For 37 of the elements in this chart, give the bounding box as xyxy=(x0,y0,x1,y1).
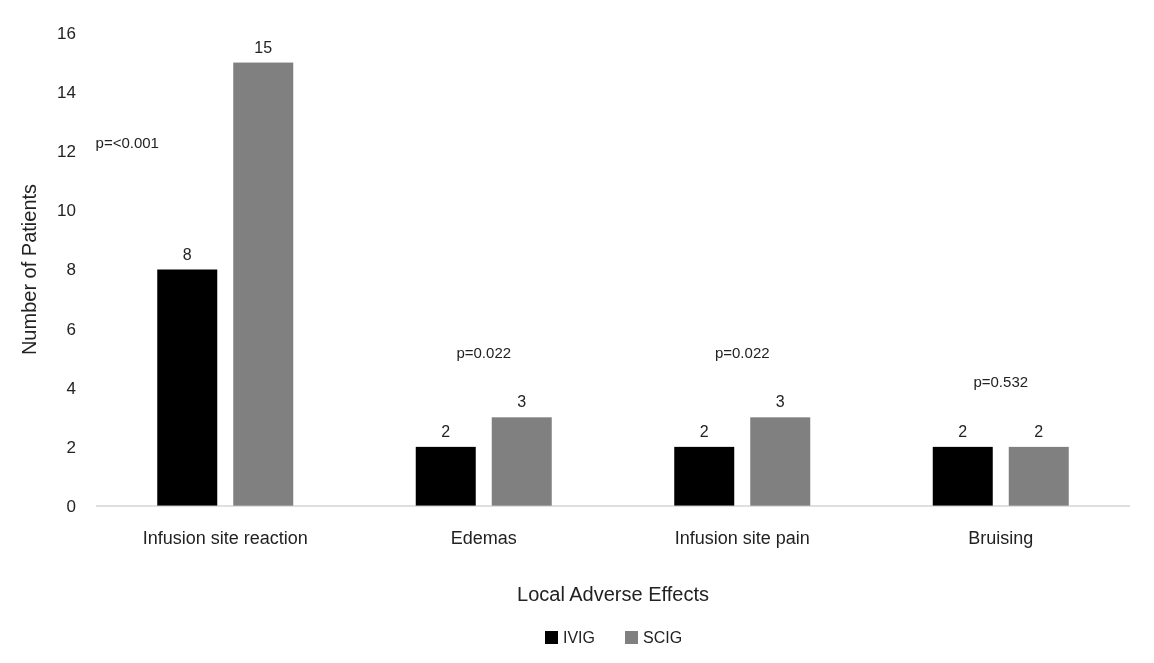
y-tick-label: 14 xyxy=(57,83,76,103)
x-tick-label: Infusion site pain xyxy=(674,528,810,548)
legend-label: SCIG xyxy=(643,629,683,646)
legend-label: IVIG xyxy=(563,629,596,646)
x-tick-label: Edemas xyxy=(450,528,517,548)
data-label: 2 xyxy=(1034,422,1044,440)
y-tick-label: 10 xyxy=(57,201,76,221)
bar xyxy=(1008,446,1069,506)
annotation: p=<0.001 xyxy=(95,133,159,151)
bar xyxy=(491,417,552,506)
y-tick-label: 6 xyxy=(66,319,76,339)
bar xyxy=(415,446,476,506)
y-tick-label: 0 xyxy=(66,496,76,516)
annotation: p=0.022 xyxy=(456,343,512,361)
data-label: 3 xyxy=(775,393,785,411)
bar xyxy=(674,446,735,506)
y-tick-label: 4 xyxy=(66,378,76,398)
data-label: 2 xyxy=(699,422,709,440)
data-label: 2 xyxy=(958,422,968,440)
data-label: 3 xyxy=(517,393,527,411)
annotation: p=0.022 xyxy=(714,343,770,361)
x-tick-label: Infusion site reaction xyxy=(142,528,308,548)
y-tick-label: 8 xyxy=(66,260,76,280)
data-label: 15 xyxy=(254,38,273,56)
data-label: 8 xyxy=(182,245,192,263)
y-axis-title: Number of Patients xyxy=(18,183,40,356)
bar xyxy=(750,417,811,506)
y-tick-label: 2 xyxy=(66,437,76,457)
x-axis-title: Local Adverse Effects xyxy=(517,583,709,605)
bar xyxy=(157,269,218,506)
x-tick-label: Bruising xyxy=(968,528,1034,548)
y-tick-label: 16 xyxy=(57,23,76,43)
annotation: p=0.532 xyxy=(973,373,1029,391)
bar xyxy=(932,446,993,506)
y-tick-label: 12 xyxy=(57,142,76,162)
data-label: 2 xyxy=(441,422,451,440)
bar xyxy=(233,62,294,506)
